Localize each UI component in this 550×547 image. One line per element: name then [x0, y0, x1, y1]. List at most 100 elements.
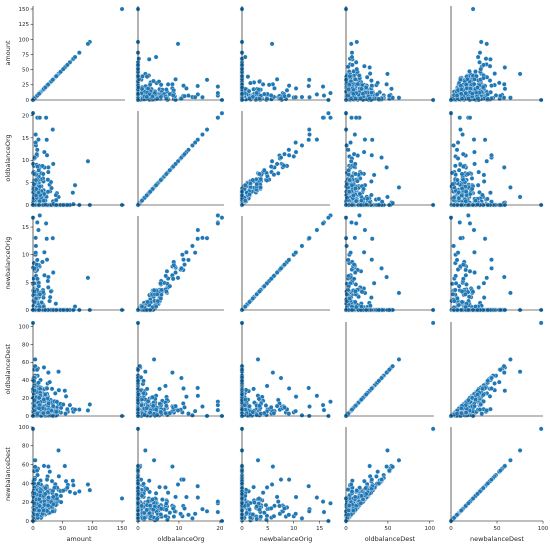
data-point [508, 185, 513, 190]
data-point [147, 189, 153, 195]
data-point [34, 186, 39, 192]
data-point [502, 86, 508, 92]
data-point [261, 167, 267, 173]
data-point [348, 140, 353, 145]
data-point [215, 115, 221, 121]
data-point [45, 274, 51, 280]
data-point [33, 177, 39, 183]
data-point [44, 152, 50, 158]
data-point [369, 192, 374, 198]
data-point [147, 82, 153, 87]
data-point [471, 137, 477, 142]
data-point [192, 94, 198, 100]
y-tick-label: 15 [22, 136, 29, 142]
data-point [481, 172, 487, 178]
data-point [477, 59, 482, 65]
data-point [33, 250, 39, 256]
data-point [465, 76, 470, 82]
data-point [344, 181, 350, 187]
data-point [472, 149, 477, 155]
data-point [349, 115, 354, 121]
data-point [269, 41, 275, 47]
data-point [37, 213, 43, 218]
data-point [200, 132, 205, 137]
data-point [368, 179, 374, 184]
data-point [482, 137, 488, 143]
data-point [346, 172, 352, 178]
data-point [200, 94, 205, 100]
data-point [299, 94, 305, 100]
data-point [483, 56, 489, 62]
data-point [454, 147, 460, 153]
data-point [257, 171, 262, 177]
y-axis-label: newbalanceOrig [4, 237, 12, 290]
data-point [307, 132, 312, 137]
data-point [361, 149, 367, 155]
data-point [60, 66, 66, 72]
data-point [460, 177, 466, 183]
data-point [170, 93, 176, 98]
data-point [488, 56, 493, 62]
data-point [452, 163, 458, 169]
data-point [369, 83, 375, 89]
data-point [47, 294, 53, 300]
data-point [282, 93, 287, 99]
data-point [50, 161, 56, 167]
data-point [36, 91, 42, 97]
data-point [396, 95, 402, 101]
y-tick-label: 5 [26, 280, 30, 286]
data-point [374, 91, 380, 97]
y-tick-label: 150 [19, 7, 30, 13]
data-point [459, 86, 464, 92]
data-point [346, 82, 352, 87]
data-point [473, 69, 478, 74]
data-point [158, 82, 164, 88]
data-point [517, 194, 523, 200]
data-point [45, 278, 51, 284]
data-point [369, 78, 374, 83]
data-point [53, 73, 59, 79]
data-point [314, 92, 320, 97]
data-point [355, 178, 360, 184]
data-point [487, 78, 493, 83]
data-point [242, 198, 248, 203]
data-point [257, 79, 262, 85]
data-point [451, 143, 456, 148]
data-point [489, 152, 494, 158]
data-point [41, 198, 47, 203]
data-point [353, 115, 359, 121]
data-point [33, 132, 39, 137]
data-point [271, 172, 277, 178]
data-point [72, 304, 78, 309]
data-point [379, 155, 384, 160]
data-point [254, 90, 260, 96]
data-point [274, 76, 280, 82]
data-point [36, 227, 41, 233]
data-point [352, 132, 358, 137]
data-point [369, 152, 375, 158]
y-tick-label: 100 [19, 37, 30, 43]
data-point [204, 127, 210, 132]
data-point [215, 221, 221, 226]
data-point [326, 110, 331, 116]
panel-amount-vs-oldbalanceDest [343, 6, 436, 103]
data-point [459, 171, 465, 177]
data-point [180, 252, 185, 258]
y-tick-label: 125 [19, 22, 30, 28]
data-point [385, 194, 390, 200]
data-point [34, 151, 40, 157]
data-point [286, 147, 292, 153]
data-point [306, 83, 312, 89]
data-point [76, 50, 82, 56]
data-point [376, 96, 382, 102]
data-point [195, 83, 201, 89]
data-point [385, 71, 390, 77]
data-point [469, 176, 475, 181]
panel-oldbalanceOrg-vs-oldbalanceDest [343, 110, 436, 208]
data-point [361, 63, 367, 69]
data-point [181, 83, 186, 89]
data-point [475, 54, 481, 60]
data-point [44, 137, 50, 143]
data-point [455, 156, 461, 161]
data-point [286, 152, 292, 158]
